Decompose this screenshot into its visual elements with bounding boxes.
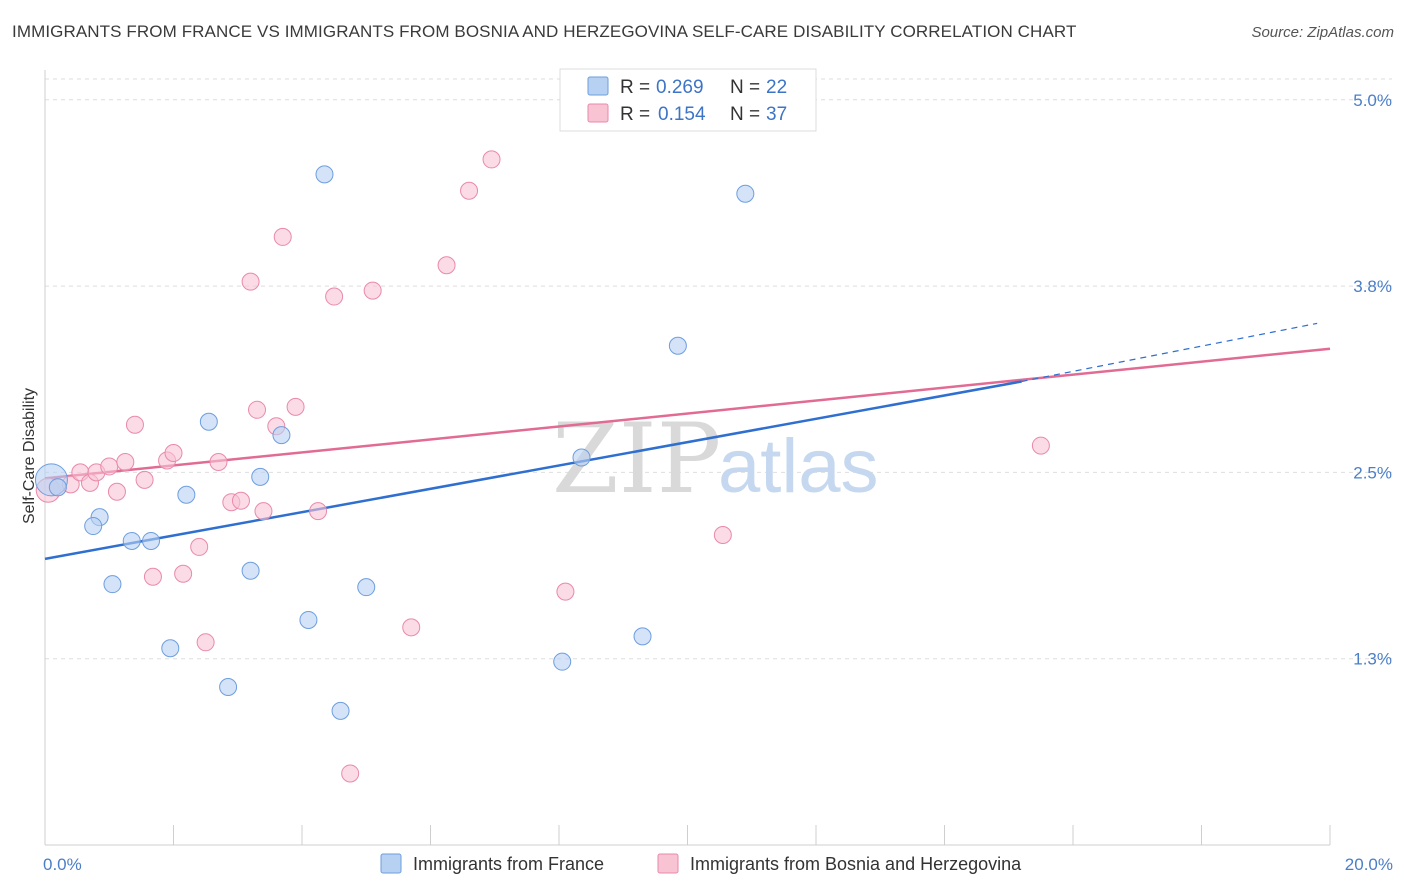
legend-n-value-france: 22 xyxy=(766,77,787,98)
watermark: ZIP atlas xyxy=(552,403,879,515)
point-france-17 xyxy=(357,578,376,597)
point-bosnia-10 xyxy=(135,470,154,489)
point-bosnia-26 xyxy=(309,502,328,521)
point-bosnia-36 xyxy=(1031,436,1050,455)
point-france-18 xyxy=(553,652,572,671)
y-tick-labels: 5.0% 3.8% 2.5% 1.3% xyxy=(1353,91,1392,669)
point-bosnia-9 xyxy=(125,415,144,434)
legend-n-label-france: N = xyxy=(730,77,760,98)
point-france-6 xyxy=(142,531,161,550)
bottom-legend-label-france: Immigrants from France xyxy=(413,854,604,874)
chart-title: IMMIGRANTS FROM FRANCE VS IMMIGRANTS FRO… xyxy=(12,22,1077,41)
legend-r-value-france: 0.269 xyxy=(656,77,704,98)
point-bosnia-13 xyxy=(164,444,183,463)
point-bosnia-17 xyxy=(209,452,228,471)
point-bosnia-20 xyxy=(241,272,260,291)
point-france-16 xyxy=(331,701,350,720)
point-bosnia-16 xyxy=(196,633,215,652)
point-bosnia-29 xyxy=(363,281,382,300)
point-france-19 xyxy=(572,448,591,467)
x-tick-label-1: 20.0% xyxy=(1345,855,1393,874)
point-france-1 xyxy=(48,478,67,497)
point-france-22 xyxy=(736,184,755,203)
trend-line-france xyxy=(44,380,1022,561)
point-france-8 xyxy=(177,485,196,504)
point-bosnia-32 xyxy=(460,181,479,200)
legend-r-label-bosnia: R = xyxy=(620,104,650,125)
point-bosnia-15 xyxy=(190,537,209,556)
point-france-10 xyxy=(219,678,238,697)
point-france-20 xyxy=(633,627,652,646)
point-france-11 xyxy=(241,561,260,580)
legend-n-value-bosnia: 37 xyxy=(766,104,787,125)
bottom-legend: Immigrants from France Immigrants from B… xyxy=(380,853,1022,874)
point-france-21 xyxy=(668,336,687,355)
point-bosnia-27 xyxy=(325,287,344,306)
x-tick-label-0: 0.0% xyxy=(43,855,82,874)
point-bosnia-22 xyxy=(254,502,273,521)
legend: R = 0.269 N = 22 R = 0.154 N = 37 xyxy=(559,68,817,132)
y-tick-label-0: 5.0% xyxy=(1353,91,1392,110)
point-france-4 xyxy=(103,575,122,594)
x-tick-labels: 0.0% 20.0% xyxy=(43,855,1393,874)
point-bosnia-7 xyxy=(107,482,126,501)
data-points xyxy=(34,150,1050,783)
point-bosnia-6 xyxy=(100,457,119,476)
trend-lines xyxy=(44,322,1331,561)
point-bosnia-25 xyxy=(286,397,305,416)
bottom-legend-label-bosnia: Immigrants from Bosnia and Herzegovina xyxy=(690,854,1022,874)
y-tick-label-3: 1.3% xyxy=(1353,650,1392,669)
watermark-atlas: atlas xyxy=(718,424,879,509)
trend-line-bosnia xyxy=(44,347,1331,480)
y-axis-title: Self-Care Disability xyxy=(21,388,38,524)
point-bosnia-31 xyxy=(437,256,456,275)
point-bosnia-21 xyxy=(248,400,267,419)
bottom-legend-swatch-france xyxy=(380,853,402,874)
y-tick-label-2: 2.5% xyxy=(1353,463,1392,482)
legend-swatch-france xyxy=(587,76,609,96)
trend-line-france-extension xyxy=(1021,322,1318,383)
point-bosnia-24 xyxy=(273,227,292,246)
point-bosnia-35 xyxy=(713,526,732,544)
legend-n-label-bosnia: N = xyxy=(730,104,760,125)
y-tick-label-1: 3.8% xyxy=(1353,277,1392,296)
point-bosnia-11 xyxy=(143,567,162,586)
point-bosnia-33 xyxy=(482,150,501,169)
point-bosnia-19 xyxy=(231,491,250,510)
point-france-14 xyxy=(299,610,318,629)
point-france-5 xyxy=(122,531,141,550)
legend-r-value-bosnia: 0.154 xyxy=(658,104,706,125)
point-france-9 xyxy=(199,412,218,431)
axes xyxy=(44,70,1331,846)
point-bosnia-30 xyxy=(402,618,421,637)
source-credit: Source: ZipAtlas.com xyxy=(1251,24,1394,41)
point-france-3 xyxy=(84,517,103,536)
point-france-15 xyxy=(315,165,334,184)
point-france-12 xyxy=(251,467,270,486)
bottom-legend-swatch-bosnia xyxy=(657,853,679,874)
legend-r-label-france: R = xyxy=(620,77,650,98)
legend-swatch-bosnia xyxy=(587,103,609,123)
point-bosnia-34 xyxy=(556,582,575,601)
point-bosnia-28 xyxy=(341,764,360,783)
point-bosnia-14 xyxy=(174,564,193,583)
point-france-13 xyxy=(272,426,291,445)
point-bosnia-8 xyxy=(116,452,135,471)
point-france-7 xyxy=(161,639,180,658)
